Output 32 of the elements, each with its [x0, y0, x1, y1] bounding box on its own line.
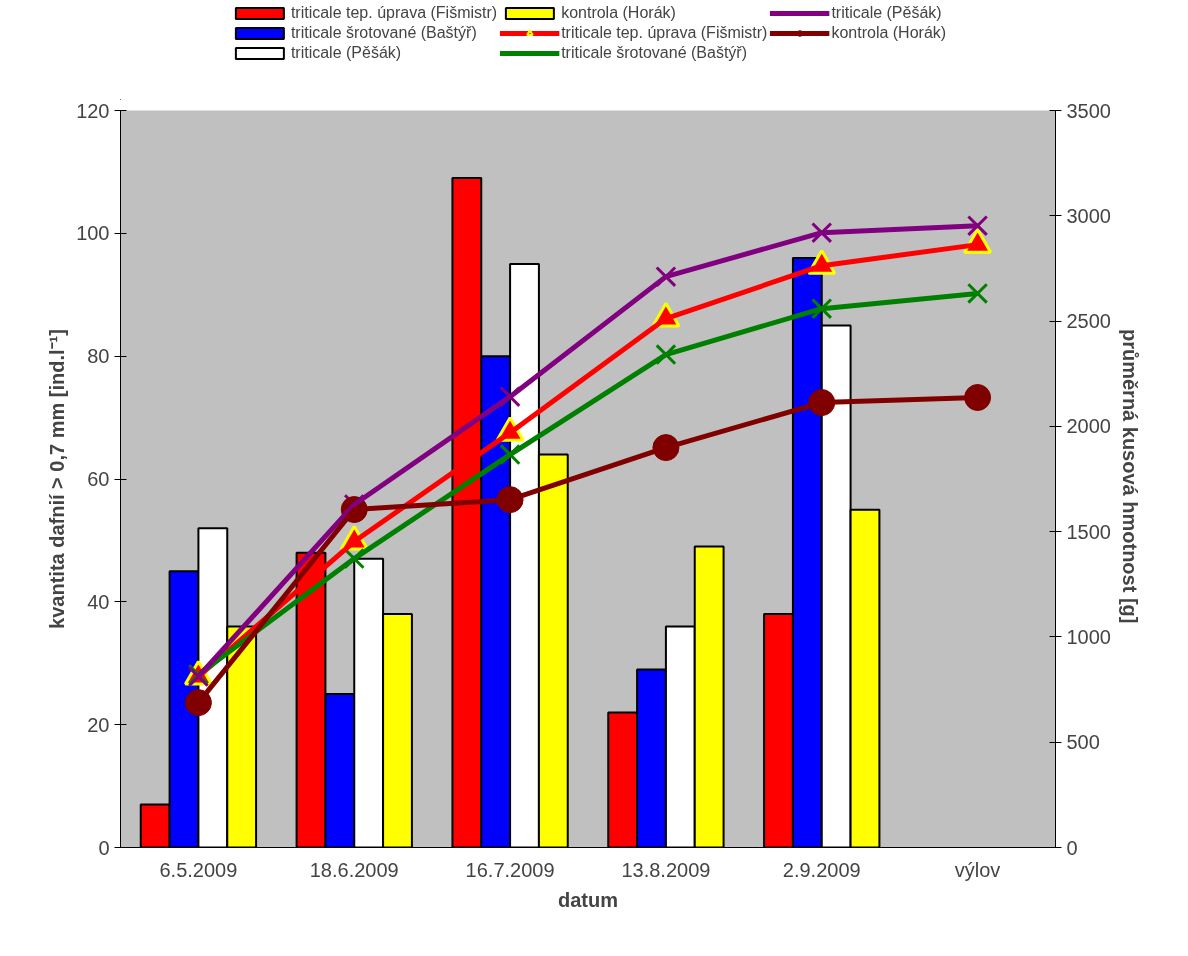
y2-tick-label: 1500	[1066, 520, 1111, 543]
legend-label: triticale (Pěšák)	[831, 4, 942, 22]
legend-label: triticale šrotované (Baštýř)	[561, 44, 747, 62]
y-tick-label: 60	[87, 468, 110, 490]
legend-label: triticale šrotované (Baštýř)	[290, 24, 477, 42]
y-tick-label: 20	[87, 713, 110, 736]
y-tick-label: 0	[98, 836, 110, 859]
x-tick-label: výlov	[954, 858, 1001, 881]
x-tick-label: 6.5.2009	[159, 858, 238, 881]
y2-tick-label: 2000	[1066, 415, 1111, 438]
y2-tick-label: 0	[1066, 836, 1078, 859]
y2-tick-label: 2500	[1066, 310, 1111, 333]
legend-label: kontrola (Horák)	[831, 24, 947, 42]
y2-tick-label: 3500	[1066, 99, 1111, 122]
x-tick-label: 2.9.2009	[782, 858, 861, 881]
x-tick-label: 16.7.2009	[465, 858, 555, 881]
y-tick-label: 100	[76, 222, 110, 245]
y-tick-label: 120	[76, 99, 110, 122]
y2-tick-label: 500	[1066, 731, 1100, 754]
y2-tick-label: 3000	[1066, 204, 1111, 227]
legend-label: triticale (Pěšák)	[290, 44, 402, 62]
x-tick-label: 18.6.2009	[309, 858, 399, 881]
x-axis-title: datum	[558, 888, 618, 911]
legend-label: triticale tep. úprava (Fišmistr)	[290, 4, 498, 22]
legend-label: triticale tep. úprava (Fišmistr)	[561, 24, 768, 42]
y-axis-title: kvantita dafnií > 0,7 mm [ind.l⁻¹]	[46, 329, 69, 629]
y2-tick-label: 1000	[1066, 625, 1111, 648]
y-tick-label: 80	[87, 345, 110, 368]
y2-axis-title: průměrná kusová hmotnost [g]	[1118, 328, 1141, 624]
x-tick-label: 13.8.2009	[621, 858, 711, 881]
y-tick-label: 40	[87, 590, 110, 613]
legend-label: kontrola (Horák)	[561, 4, 676, 22]
